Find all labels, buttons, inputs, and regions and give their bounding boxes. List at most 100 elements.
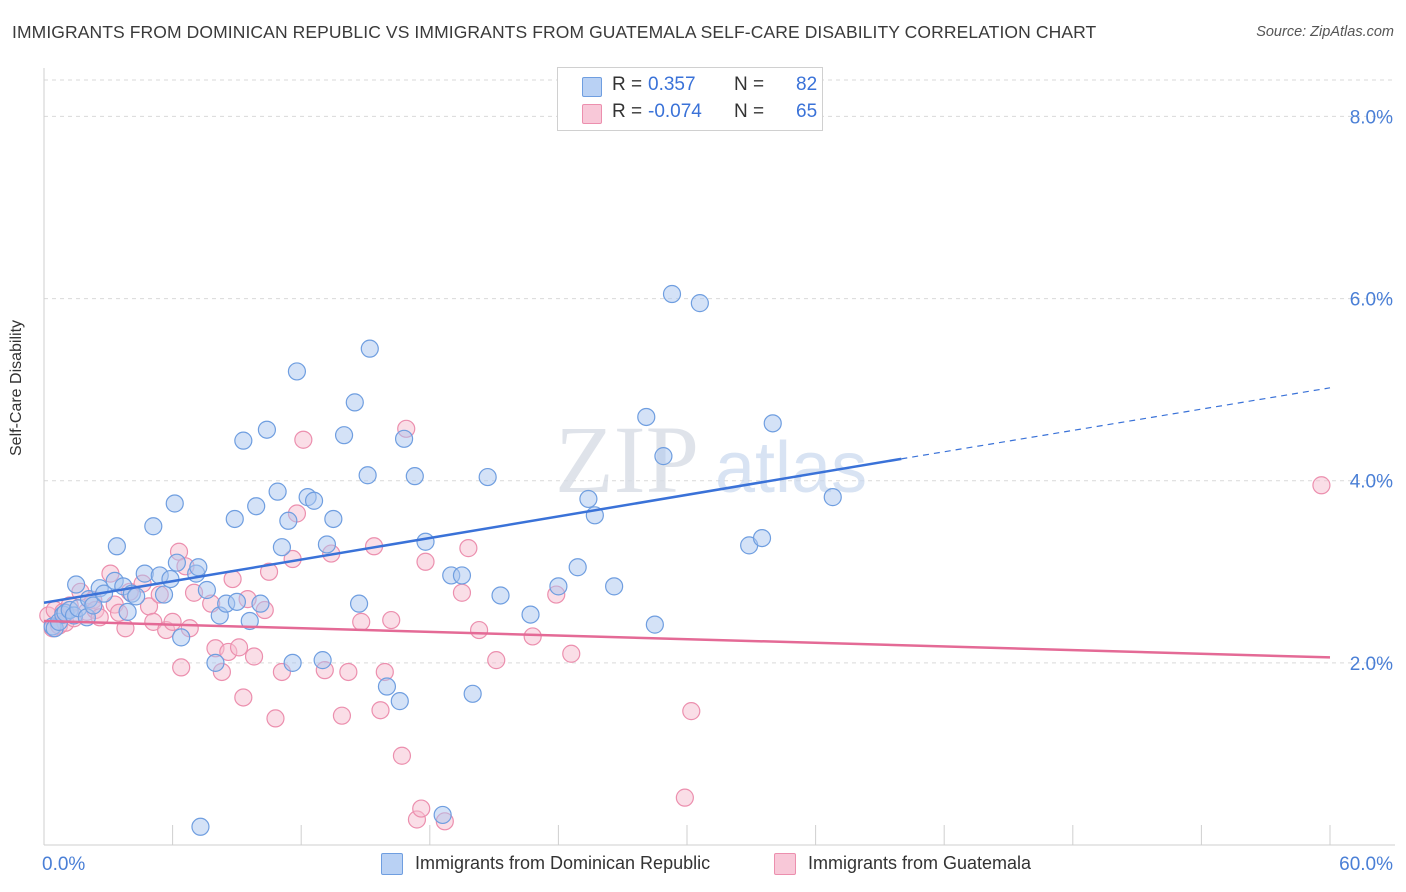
- watermark: ZIP atlas: [555, 406, 867, 513]
- legend-n-value: 82: [796, 74, 818, 95]
- guatemala-point: [487, 651, 506, 670]
- source-label: Source: ZipAtlas.com: [1256, 24, 1394, 40]
- dominican-point: [752, 528, 772, 548]
- dominican-point: [167, 553, 186, 572]
- dominican-point: [197, 580, 216, 600]
- dominican-point: [165, 494, 184, 513]
- dominican-point: [491, 586, 510, 605]
- legend-swatch-dominican: [582, 77, 602, 97]
- guatemala-point: [339, 662, 358, 682]
- dominican-point: [405, 467, 424, 486]
- dominican-point: [135, 564, 154, 583]
- dominican-point: [172, 628, 191, 647]
- guatemala-point: [523, 627, 542, 646]
- dominican-point: [645, 615, 664, 634]
- dominican-point: [416, 532, 435, 551]
- dominican-point: [251, 594, 270, 613]
- dominican-point: [478, 467, 497, 487]
- dominican-point: [568, 558, 587, 577]
- axis-layer: [43, 68, 1395, 846]
- bottom-legend-label: Immigrants from Guatemala: [808, 853, 1032, 873]
- guatemala-point: [675, 788, 694, 807]
- watermark-zip: ZIP: [555, 406, 699, 513]
- dominican-point: [662, 284, 682, 304]
- guatemala-point: [332, 706, 352, 725]
- guatemala-point: [392, 746, 412, 765]
- guatemala-trend-line: [43, 619, 1331, 659]
- dominican-point: [463, 684, 482, 703]
- dominican-point: [268, 482, 287, 501]
- dominican-point: [763, 414, 782, 433]
- dominican-point: [377, 677, 397, 696]
- dominican-point: [358, 466, 377, 485]
- guatemala-point: [382, 610, 401, 630]
- dominican-point: [823, 488, 842, 507]
- guatemala-point: [172, 658, 191, 677]
- guatemala-point: [459, 539, 478, 558]
- legend-swatch-guatemala: [582, 104, 602, 124]
- guatemala-point: [352, 612, 371, 631]
- legend-r-value: 0.357: [648, 74, 696, 95]
- dominican-point: [605, 577, 624, 596]
- legend-r-label: R =: [612, 74, 643, 95]
- dominican-point: [549, 577, 568, 596]
- y-axis-label: Self-Care Disability: [8, 319, 25, 456]
- dominican-point: [189, 558, 208, 577]
- dominican-point: [154, 585, 174, 604]
- dominican-point: [521, 605, 540, 624]
- dominican-point: [84, 596, 103, 615]
- dominican-point: [247, 497, 266, 516]
- chart-title: IMMIGRANTS FROM DOMINICAN REPUBLIC VS IM…: [12, 22, 1097, 42]
- dominican-point: [317, 535, 337, 554]
- guatemala-point: [682, 702, 701, 721]
- dominican-points: [43, 284, 842, 836]
- dominican-point: [452, 566, 472, 585]
- grid-layer: [44, 79, 1395, 664]
- guatemala-point: [244, 647, 264, 666]
- legend-r-value: -0.074: [648, 101, 702, 122]
- dominican-trend-line: [43, 457, 902, 604]
- dominican-point: [161, 569, 180, 589]
- legend-n-value: 65: [796, 101, 818, 122]
- x-tick-label: 0.0%: [42, 854, 85, 875]
- dominican-point: [637, 407, 656, 427]
- guatemala-point: [266, 709, 285, 728]
- dominican-point: [206, 653, 225, 672]
- dominican-point: [127, 587, 146, 606]
- dominican-point: [690, 294, 709, 313]
- dominican-point: [349, 594, 369, 613]
- dominican-point: [191, 817, 210, 836]
- dominican-point: [390, 692, 409, 711]
- dominican-point: [272, 538, 292, 557]
- dominican-point: [144, 517, 163, 536]
- guatemala-point: [416, 552, 435, 571]
- y-tick-label: 6.0%: [1350, 290, 1393, 311]
- tick-labels: 2.0% 4.0% 6.0% 8.0% 0.0% 60.0%: [42, 107, 1393, 875]
- dominican-point: [283, 653, 302, 672]
- guatemala-point: [412, 799, 431, 818]
- guatemala-point: [294, 430, 313, 449]
- legend-r-label: R =: [612, 101, 643, 122]
- dominican-point: [433, 805, 452, 825]
- dominican-trend-extension: [901, 387, 1331, 460]
- dominican-point: [67, 575, 86, 594]
- dominican-point: [279, 511, 298, 530]
- dominican-point: [313, 651, 332, 670]
- guatemala-point: [163, 612, 182, 631]
- guatemala-point: [371, 701, 390, 720]
- guatemala-point: [144, 612, 163, 631]
- dominican-point: [240, 611, 259, 631]
- guatemala-point: [1312, 476, 1331, 495]
- correlation-legend: R = 0.357 N = 82 R = -0.074 N = 65: [557, 67, 823, 131]
- dominican-point: [257, 420, 277, 439]
- guatemala-point: [469, 620, 489, 640]
- bottom-legend-label: Immigrants from Dominican Republic: [415, 853, 711, 873]
- dominican-point: [107, 537, 126, 556]
- legend-n-label: N =: [734, 74, 765, 95]
- y-tick-label: 8.0%: [1350, 107, 1393, 128]
- dominican-point: [304, 491, 324, 510]
- dominican-point: [654, 447, 673, 466]
- dominican-point: [579, 489, 598, 509]
- guatemala-point: [259, 562, 279, 581]
